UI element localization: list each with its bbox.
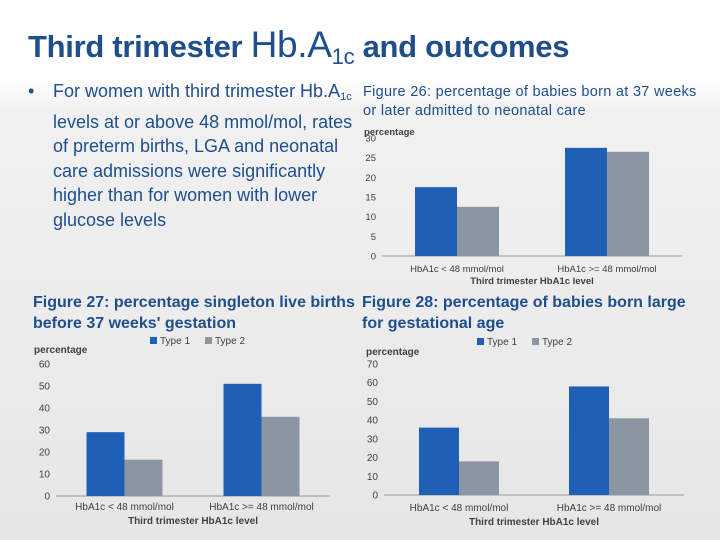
- y-tick-label: 60: [39, 360, 51, 371]
- y-tick-label: 70: [367, 360, 379, 371]
- y-tick-label: 15: [365, 193, 376, 204]
- slide-title: Third trimester Hb.A1c and outcomes: [28, 24, 569, 70]
- x-category-label: HbA1c < 48 mmol/mol: [410, 503, 509, 514]
- x-category-label: HbA1c >= 48 mmol/mol: [209, 502, 314, 513]
- bar-type2: [609, 418, 649, 495]
- y-tick-label: 10: [365, 212, 376, 223]
- y-axis-label: percentage: [34, 345, 88, 356]
- bullet-subscript: 1c: [340, 91, 352, 103]
- y-tick-label: 0: [44, 492, 50, 503]
- bar-type1: [419, 427, 459, 495]
- bullet-point: • For women with third trimester Hb.A1c …: [28, 79, 358, 232]
- y-tick-label: 50: [39, 382, 51, 393]
- x-category-label: HbA1c < 48 mmol/mol: [410, 264, 504, 275]
- y-tick-label: 40: [367, 416, 379, 427]
- x-category-label: HbA1c >= 48 mmol/mol: [557, 503, 662, 514]
- bullet-marker: •: [28, 81, 35, 101]
- y-tick-label: 25: [365, 153, 376, 164]
- legend-label: Type 1: [487, 337, 517, 348]
- y-tick-label: 60: [367, 378, 379, 389]
- bar-type1: [223, 383, 262, 496]
- legend-label: Type 1: [160, 336, 190, 347]
- title-suffix: and outcomes: [354, 29, 570, 64]
- y-tick-label: 10: [367, 472, 379, 483]
- figure-27-caption: Figure 27: percentage singleton live bir…: [33, 294, 355, 332]
- legend-swatch: [150, 337, 157, 344]
- y-tick-label: 0: [371, 252, 376, 263]
- y-tick-label: 20: [367, 453, 379, 464]
- figure-27-chart: percentage Type 1 Type 2 0 10 20 30 40 50 60 HbA1c…: [30, 336, 330, 530]
- figure-26-svg: percentage 0 5 10 15 20 25 30 HbA1c < 48 mmol/mo…: [364, 127, 682, 287]
- figure-26-caption: Figure 26: percentage of babies born at …: [363, 84, 697, 119]
- x-category-label: HbA1c >= 48 mmol/mol: [557, 264, 656, 275]
- y-tick-label: 20: [39, 448, 51, 459]
- y-tick-label: 40: [39, 404, 51, 415]
- y-tick-label: 50: [367, 397, 379, 408]
- y-axis-label: percentage: [364, 127, 415, 138]
- x-axis-label: Third trimester HbA1c level: [469, 517, 599, 528]
- bar-type2: [459, 461, 499, 495]
- bar-type2: [607, 151, 649, 256]
- bar-type1: [565, 147, 607, 256]
- y-tick-label: 30: [39, 426, 51, 437]
- figure-26-chart: percentage 0 5 10 15 20 25 30 HbA1c < 48 mmol/mo…: [360, 127, 690, 287]
- x-category-label: HbA1c < 48 mmol/mol: [75, 502, 174, 513]
- figure-28-chart: percentage Type 1 Type 2 0 10 20 30 40 50 60 70 HbA…: [362, 337, 692, 533]
- title-hba: Hb.A: [250, 24, 332, 65]
- figure-27-svg: percentage Type 1 Type 2 0 10 20 30 40 50 60 HbA1c…: [34, 336, 330, 527]
- bullet-text-pre: For women with third trimester Hb.A: [53, 81, 341, 101]
- legend-swatch: [477, 338, 484, 345]
- title-prefix: Third trimester: [28, 29, 251, 64]
- y-tick-label: 30: [367, 434, 379, 445]
- y-tick-label: 10: [39, 470, 51, 481]
- figure-28-svg: percentage Type 1 Type 2 0 10 20 30 40 50 60 70 HbA…: [366, 337, 684, 528]
- bar-type2: [124, 459, 163, 496]
- x-axis-label: Third trimester HbA1c level: [128, 516, 258, 527]
- legend-label: Type 2: [542, 337, 572, 348]
- bar-type2: [457, 206, 499, 256]
- bullet-text: For women with third trimester Hb.A1c le…: [53, 79, 358, 232]
- title-subscript: 1c: [331, 44, 355, 69]
- figure-28-caption: Figure 28: percentage of babies born lar…: [362, 294, 686, 332]
- y-tick-label: 20: [365, 173, 376, 184]
- bar-type2: [261, 416, 300, 496]
- y-axis-label: percentage: [366, 347, 420, 358]
- bar-type1: [569, 386, 609, 495]
- y-tick-label: 0: [372, 491, 378, 502]
- y-tick-label: 5: [371, 232, 376, 243]
- legend-swatch: [532, 338, 539, 345]
- bar-type1: [415, 187, 457, 256]
- bullet-text-post: levels at or above 48 mmol/mol, rates of…: [53, 111, 353, 230]
- legend-swatch: [205, 337, 212, 344]
- legend-label: Type 2: [215, 336, 245, 347]
- y-tick-label: 30: [365, 134, 376, 145]
- x-axis-label: Third trimester HbA1c level: [470, 276, 594, 287]
- bar-type1: [86, 432, 125, 496]
